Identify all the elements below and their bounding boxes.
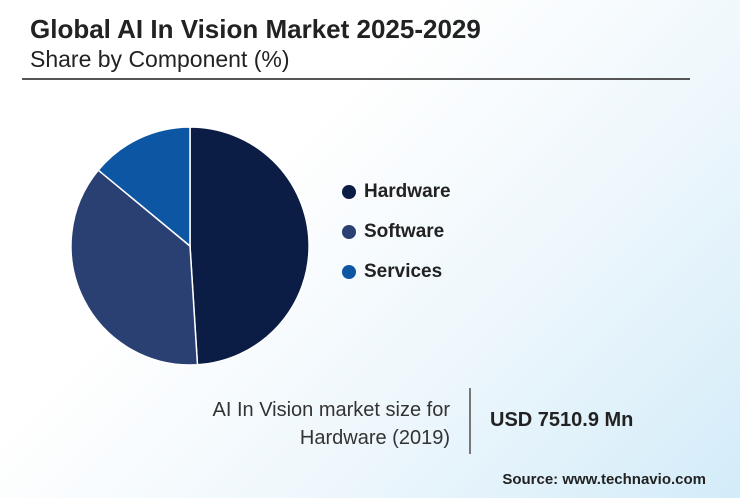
- legend-swatch-software: [342, 225, 356, 239]
- source-credit: Source: www.technavio.com: [502, 471, 706, 488]
- legend-item-software: Software: [342, 212, 451, 252]
- pie-slice-hardware: [189, 126, 310, 366]
- legend-label-hardware: Hardware: [364, 181, 451, 202]
- legend-label-software: Software: [364, 221, 445, 242]
- legend-swatch-services: [342, 265, 356, 279]
- legend: Hardware Software Services: [342, 172, 451, 292]
- chart-title: Global AI In Vision Market 2025-2029: [30, 14, 481, 44]
- pie-slice-software: [70, 169, 199, 366]
- chart-subtitle: Share by Component (%): [30, 46, 290, 72]
- legend-label-services: Services: [364, 261, 443, 282]
- callout-divider: [469, 388, 471, 454]
- title-divider: [22, 78, 690, 80]
- legend-item-services: Services: [342, 252, 451, 292]
- pie-chart: [70, 126, 310, 366]
- caption-line-1: AI In Vision market size for: [212, 399, 451, 421]
- market-size-caption: AI In Vision market size for Hardware (2…: [150, 396, 451, 452]
- pie-slice-services: [97, 126, 191, 248]
- caption-line-2: Hardware (2019): [299, 427, 450, 449]
- legend-item-hardware: Hardware: [342, 172, 451, 212]
- market-size-value: USD 7510.9 Mn: [490, 409, 634, 431]
- legend-swatch-hardware: [342, 185, 356, 199]
